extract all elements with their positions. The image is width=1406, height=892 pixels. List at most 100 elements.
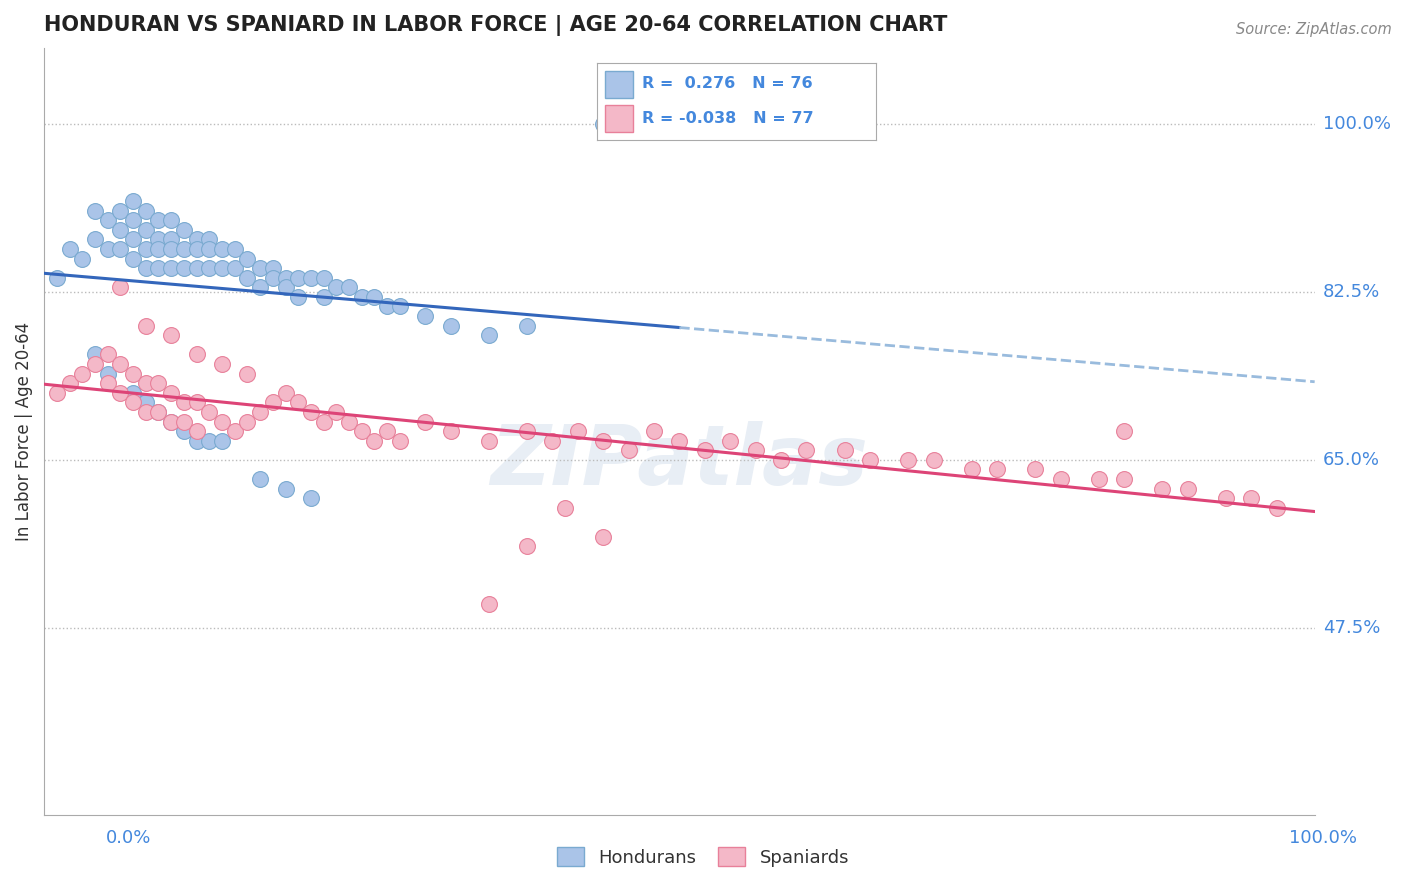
Point	[173, 242, 195, 256]
Point	[148, 261, 170, 276]
Point	[375, 300, 398, 314]
Point	[236, 415, 259, 429]
Point	[110, 203, 132, 218]
Point	[986, 462, 1008, 476]
Point	[84, 203, 107, 218]
Point	[173, 223, 195, 237]
Point	[1240, 491, 1263, 506]
Point	[110, 223, 132, 237]
Point	[440, 318, 463, 333]
Point	[160, 415, 183, 429]
Point	[363, 290, 385, 304]
Point	[70, 367, 93, 381]
Point	[224, 261, 246, 276]
Point	[135, 242, 157, 256]
Point	[148, 242, 170, 256]
Legend: Hondurans, Spaniards: Hondurans, Spaniards	[550, 840, 856, 874]
Point	[337, 415, 360, 429]
Point	[249, 472, 271, 486]
Point	[897, 453, 920, 467]
Point	[45, 385, 67, 400]
Point	[58, 376, 80, 391]
Point	[236, 252, 259, 266]
Point	[148, 232, 170, 246]
Point	[1024, 462, 1046, 476]
Point	[135, 318, 157, 333]
Text: 100.0%: 100.0%	[1323, 115, 1391, 134]
Point	[122, 213, 145, 227]
Point	[693, 443, 716, 458]
Point	[211, 434, 233, 448]
Point	[312, 290, 335, 304]
Point	[413, 415, 436, 429]
Point	[388, 300, 411, 314]
Point	[1087, 472, 1109, 486]
Text: 100.0%: 100.0%	[1289, 829, 1357, 847]
Point	[198, 405, 221, 419]
Point	[160, 232, 183, 246]
Point	[211, 415, 233, 429]
Point	[834, 443, 856, 458]
Point	[859, 453, 882, 467]
Point	[299, 270, 322, 285]
Point	[84, 347, 107, 361]
Text: 65.0%: 65.0%	[1323, 450, 1381, 469]
Point	[224, 242, 246, 256]
Point	[70, 252, 93, 266]
Point	[516, 424, 538, 438]
Point	[516, 318, 538, 333]
Point	[922, 453, 945, 467]
Point	[249, 280, 271, 294]
Point	[135, 376, 157, 391]
Point	[567, 424, 589, 438]
Point	[186, 242, 208, 256]
Point	[1112, 472, 1135, 486]
Point	[960, 462, 983, 476]
Point	[643, 424, 665, 438]
Point	[1152, 482, 1174, 496]
Point	[274, 270, 297, 285]
Point	[274, 280, 297, 294]
Point	[148, 405, 170, 419]
Point	[84, 232, 107, 246]
Point	[350, 290, 373, 304]
Point	[1049, 472, 1071, 486]
Point	[1215, 491, 1237, 506]
Point	[135, 203, 157, 218]
Point	[97, 242, 120, 256]
Text: ZIPatlas: ZIPatlas	[491, 421, 869, 502]
Point	[262, 261, 284, 276]
Point	[97, 213, 120, 227]
Point	[1112, 424, 1135, 438]
Point	[160, 328, 183, 343]
Point	[160, 261, 183, 276]
Point	[325, 280, 347, 294]
Point	[173, 261, 195, 276]
Point	[160, 415, 183, 429]
Point	[325, 405, 347, 419]
Point	[211, 242, 233, 256]
Point	[186, 232, 208, 246]
Point	[1177, 482, 1199, 496]
Point	[770, 453, 793, 467]
Point	[541, 434, 564, 448]
Point	[440, 424, 463, 438]
Point	[173, 395, 195, 409]
Point	[478, 597, 501, 611]
Point	[122, 194, 145, 208]
Point	[592, 530, 614, 544]
Point	[274, 482, 297, 496]
Text: HONDURAN VS SPANIARD IN LABOR FORCE | AGE 20-64 CORRELATION CHART: HONDURAN VS SPANIARD IN LABOR FORCE | AG…	[44, 15, 948, 36]
Point	[84, 357, 107, 371]
Point	[186, 261, 208, 276]
Point	[287, 270, 309, 285]
Y-axis label: In Labor Force | Age 20-64: In Labor Force | Age 20-64	[15, 321, 32, 541]
Point	[350, 424, 373, 438]
Point	[97, 367, 120, 381]
Point	[1265, 500, 1288, 515]
Point	[262, 270, 284, 285]
Point	[312, 415, 335, 429]
Point	[198, 242, 221, 256]
Point	[287, 395, 309, 409]
Point	[592, 434, 614, 448]
